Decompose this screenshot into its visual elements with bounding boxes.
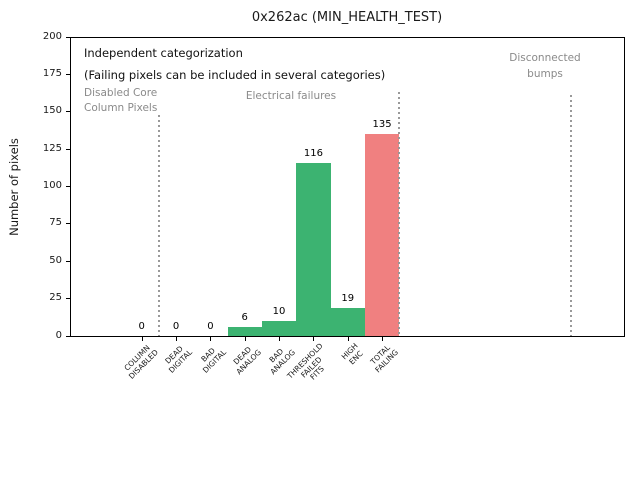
bar-value-column-disabled: 0	[138, 321, 145, 332]
region-label-disabled-core-column-pixels: Disabled Core Column Pixels	[84, 87, 158, 114]
y-tick-label: 100	[42, 180, 62, 191]
y-tick-mark	[66, 335, 70, 337]
y-tick-label: 125	[42, 142, 62, 154]
bar-value-dead-digital: 0	[172, 321, 180, 332]
y-tick-mark	[66, 186, 70, 187]
bar-value-bad-digital: 0	[207, 321, 214, 332]
y-tick-label: 75	[49, 217, 62, 229]
region-separator-line	[398, 92, 401, 336]
bar-threshold-failed-fits	[296, 163, 331, 336]
region-separator-line	[157, 115, 160, 336]
plot-area	[70, 37, 625, 337]
y-tick-label: 0	[55, 329, 62, 341]
x-tick-mark	[347, 337, 349, 341]
bar-high-enc	[331, 308, 365, 336]
region-separator-line	[569, 95, 572, 336]
bar-value-dead-analog: 6	[241, 312, 248, 323]
bar-value-total-failing: 135	[372, 119, 392, 130]
y-tick-mark	[66, 148, 70, 150]
bar-value-high-enc: 19	[341, 293, 355, 304]
y-tick-label: 25	[49, 292, 62, 304]
y-tick-mark	[66, 223, 70, 225]
x-tick-mark	[279, 337, 281, 341]
x-tick-mark	[244, 337, 246, 341]
bar-bad-analog	[262, 321, 296, 336]
annotation-subheading: (Failing pixels can be included in sever…	[84, 68, 386, 82]
y-tick-label: 200	[42, 30, 62, 42]
x-tick-mark	[313, 337, 315, 341]
y-tick-label: 50	[49, 254, 62, 266]
x-tick-mark	[176, 337, 178, 341]
x-tick-mark	[210, 337, 212, 341]
y-tick-label: 150	[42, 105, 62, 117]
x-tick-label-text: TOTAL FAILING	[368, 343, 400, 375]
annotation-heading: Independent categorization	[84, 46, 243, 60]
region-label-disconnected-bumps: Disconnected bumps	[509, 52, 581, 80]
y-tick-mark	[66, 298, 70, 300]
chart-title: 0x262ac (MIN_HEALTH_TEST)	[251, 10, 443, 25]
y-tick-mark	[66, 36, 70, 38]
x-tick-mark	[382, 337, 384, 341]
bar-dead-analog	[228, 327, 262, 336]
y-tick-label: 175	[42, 67, 62, 79]
y-axis-label: Number of pixels	[7, 138, 21, 236]
x-tick-mark	[141, 337, 143, 341]
y-tick-mark	[66, 111, 70, 113]
bar-value-bad-analog: 10	[272, 306, 286, 317]
bar-value-threshold-failed-fits: 116	[303, 148, 323, 159]
x-tick-label-text: HIGH ENC	[339, 341, 365, 367]
y-tick-mark	[66, 260, 70, 262]
bar-total-failing	[365, 134, 399, 336]
y-tick-mark	[66, 73, 70, 75]
region-label-electrical-failures: Electrical failures	[245, 90, 337, 102]
